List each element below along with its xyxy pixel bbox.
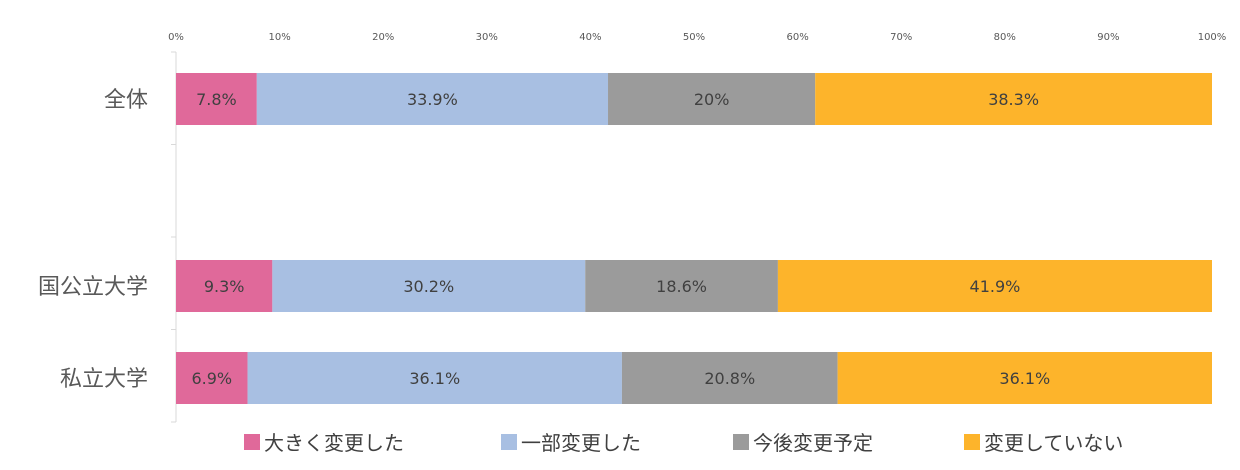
bar-segment [247,352,622,404]
legend-label: 一部変更した [521,431,641,455]
legend-marker [244,434,260,450]
data-label: 36.1% [999,369,1050,388]
y-axis [171,51,177,423]
data-label: 18.6% [656,277,707,296]
data-label: 20% [694,90,730,109]
x-tick-label: 70% [890,32,912,43]
bar-segment [815,73,1212,125]
x-tick-label: 80% [994,32,1016,43]
x-tick-label: 100% [1198,32,1227,43]
legend: 大きく変更した 一部変更した 今後変更予定 変更していない [244,431,1123,455]
bar-segment [272,260,586,312]
data-label: 33.9% [407,90,458,109]
x-tick-label: 60% [786,32,808,43]
data-label: 9.3% [204,277,245,296]
bar-segment [256,73,609,125]
x-tick-label: 90% [1097,32,1119,43]
legend-item: 変更していない [964,431,1123,455]
legend-item: 大きく変更した [244,431,404,455]
bar-segment [176,73,257,125]
legend-marker [964,434,980,450]
legend-label: 大きく変更した [264,431,404,455]
bar-segment [777,260,1212,312]
legend-label: 変更していない [984,431,1123,455]
category-label: 全体 [104,88,148,113]
legend-marker [501,434,517,450]
x-axis-ticks: 0% 10% 20% 30% 40% 50% 60% 70% 80% 90% 100% [168,32,1226,43]
bars: 7.8% 33.9% 20% 38.3% 9.3% 30.2% 18.6% 41.9% 6.9%… [176,73,1212,404]
category-label: 国公立大学 [38,275,148,300]
category-label: 私立大学 [60,367,148,392]
bar-segment [585,260,778,312]
x-tick-label: 40% [579,32,601,43]
data-label: 36.1% [409,369,460,388]
bar-segment [176,260,273,312]
data-label: 41.9% [970,277,1021,296]
x-tick-label: 50% [683,32,705,43]
legend-label: 今後変更予定 [753,431,873,455]
data-label: 30.2% [403,277,454,296]
legend-marker [733,434,749,450]
bar-segment [837,352,1212,404]
data-label: 7.8% [196,90,237,109]
x-tick-label: 20% [372,32,394,43]
x-tick-label: 30% [476,32,498,43]
bar-segment [621,352,838,404]
data-label: 6.9% [191,369,232,388]
data-label: 38.3% [988,90,1039,109]
legend-item: 一部変更した [501,431,641,455]
legend-item: 今後変更予定 [733,431,873,455]
bar-segment [176,352,248,404]
x-tick-label: 10% [268,32,290,43]
bar-segment [608,73,816,125]
data-label: 20.8% [704,369,755,388]
x-tick-label: 0% [168,32,184,43]
